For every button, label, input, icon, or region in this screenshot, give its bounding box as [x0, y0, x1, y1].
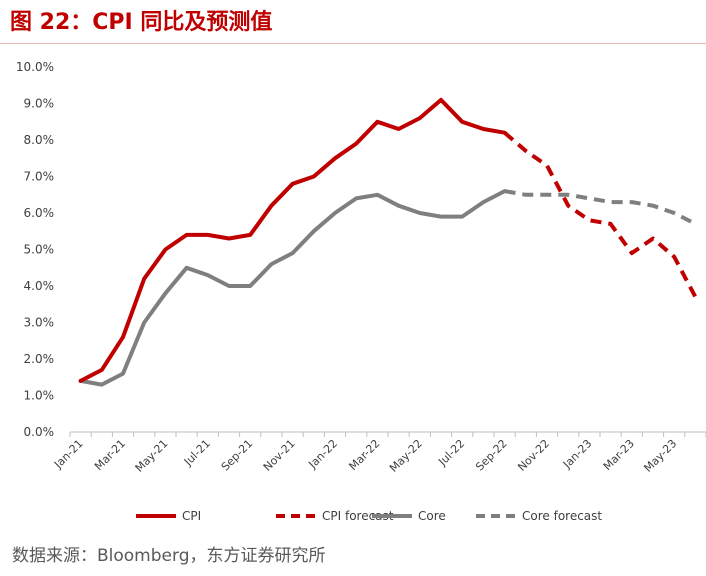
- x-tick-label: Sep-21: [219, 437, 256, 474]
- chart-legend: CPI CPI forecast Core Core forecast: [136, 509, 602, 523]
- series-line-cpi-forecast: [503, 131, 698, 298]
- legend-label: CPI forecast: [322, 509, 394, 523]
- series-line-cpi: [78, 97, 507, 383]
- data-source-note: 数据来源：Bloomberg，东方证券研究所: [12, 546, 326, 566]
- x-tick-label: Mar-23: [601, 437, 637, 473]
- series-line-core: [78, 189, 507, 387]
- y-tick-label: 10.0%: [16, 60, 54, 74]
- x-tick-label: Jul-21: [181, 437, 213, 469]
- y-tick-labels-group: 0.0% 1.0% 2.0% 3.0% 4.0% 5.0% 6.0% 7.0% 8.0% 9.0%…: [16, 60, 54, 439]
- y-tick-label: 6.0%: [24, 206, 55, 220]
- x-tick-label: Jan-23: [560, 437, 595, 472]
- y-tick-label: 2.0%: [24, 352, 55, 366]
- y-tick-label: 5.0%: [24, 243, 55, 257]
- legend-label: CPI: [182, 509, 201, 523]
- y-tick-label: 1.0%: [24, 389, 55, 403]
- x-tick-label: Jan-21: [51, 437, 86, 472]
- legend-label: Core forecast: [522, 509, 602, 523]
- x-tick-label: Mar-21: [92, 437, 128, 473]
- y-tick-label: 9.0%: [24, 97, 55, 111]
- legend-label: Core: [418, 509, 446, 523]
- axis-ticks-group: [69, 432, 706, 437]
- x-tick-label: Jul-22: [435, 437, 467, 469]
- x-tick-label: May-21: [133, 437, 171, 475]
- y-tick-label: 7.0%: [24, 170, 55, 184]
- x-tick-label: May-22: [387, 437, 425, 475]
- x-tick-label: Jan-22: [306, 437, 341, 472]
- y-tick-label: 4.0%: [24, 279, 55, 293]
- y-tick-label: 3.0%: [24, 316, 55, 330]
- x-tick-label: Nov-22: [515, 437, 552, 474]
- series-lines-group: [78, 97, 698, 387]
- x-tick-label: Nov-21: [261, 437, 298, 474]
- series-line-core-forecast: [504, 189, 697, 226]
- x-tick-label: Sep-22: [473, 437, 510, 474]
- y-tick-label: 0.0%: [24, 425, 55, 439]
- y-tick-label: 8.0%: [24, 133, 55, 147]
- x-tick-labels-group: Jan-21 Mar-21 May-21 Jul-21 Sep-21 Nov-21 Jan-…: [51, 437, 679, 475]
- x-tick-label: May-23: [641, 437, 679, 475]
- title-divider: [0, 43, 706, 44]
- x-tick-label: Mar-22: [346, 437, 382, 473]
- figure-title: 图 22：CPI 同比及预测值: [10, 10, 273, 35]
